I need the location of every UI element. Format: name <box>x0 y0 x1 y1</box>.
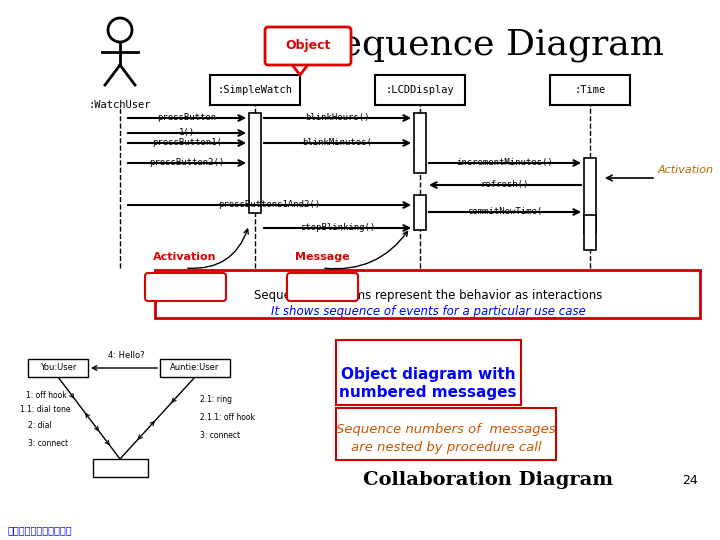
Bar <box>28 359 88 377</box>
Text: blinkMinutes(: blinkMinutes( <box>302 138 372 147</box>
Text: 1.1: dial tone: 1.1: dial tone <box>20 406 71 415</box>
Bar <box>249 113 261 213</box>
Text: Sequence numbers of  messages: Sequence numbers of messages <box>336 423 556 436</box>
Text: You:User: You:User <box>40 363 76 373</box>
Bar <box>375 75 465 105</box>
FancyBboxPatch shape <box>287 273 358 301</box>
Text: Collaboration Diagram: Collaboration Diagram <box>363 471 613 489</box>
Text: 1: off hook: 1: off hook <box>26 390 67 400</box>
Bar <box>92 459 148 477</box>
Bar <box>584 158 596 233</box>
Text: pressButton: pressButton <box>158 113 217 122</box>
Text: Message: Message <box>294 252 349 262</box>
Bar <box>155 270 700 318</box>
Text: stopBlinking(): stopBlinking() <box>300 223 375 232</box>
Text: blinkHours(): blinkHours() <box>305 113 370 122</box>
Text: pressButton1(: pressButton1( <box>152 138 222 147</box>
Text: 2: dial: 2: dial <box>28 421 52 429</box>
Text: Sequence Diagram: Sequence Diagram <box>316 28 664 62</box>
Text: Activation: Activation <box>153 252 217 262</box>
Text: 4: Hello?: 4: Hello? <box>108 351 145 360</box>
Text: 1(): 1() <box>179 128 195 137</box>
Text: refresh(): refresh() <box>481 180 529 189</box>
Text: 2.1: ring: 2.1: ring <box>200 395 232 404</box>
Bar <box>584 215 596 250</box>
Text: pressButton2(): pressButton2() <box>149 158 225 167</box>
Text: :SimpleWatch: :SimpleWatch <box>217 85 292 95</box>
FancyBboxPatch shape <box>336 408 556 460</box>
Bar <box>210 75 300 105</box>
Text: pressButtons1And2(): pressButtons1And2() <box>218 200 320 209</box>
Bar <box>160 359 230 377</box>
Text: :WatchUser: :WatchUser <box>89 100 151 110</box>
Text: :Time: :Time <box>575 85 606 95</box>
Text: 24: 24 <box>682 474 698 487</box>
Polygon shape <box>290 62 310 75</box>
Bar <box>550 75 630 105</box>
Text: 2.1.1: off hook: 2.1.1: off hook <box>200 414 255 422</box>
Text: Sequence diagrams represent the behavior as interactions: Sequence diagrams represent the behavior… <box>254 289 602 302</box>
Text: are nested by procedure call: are nested by procedure call <box>351 442 541 455</box>
FancyBboxPatch shape <box>265 27 351 65</box>
Text: numbered messages: numbered messages <box>339 386 517 401</box>
Bar <box>414 195 426 230</box>
Text: incrementMinutes(): incrementMinutes() <box>456 158 554 167</box>
Text: Object diagram with: Object diagram with <box>341 368 516 382</box>
Text: Auntie:User: Auntie:User <box>171 363 220 373</box>
FancyBboxPatch shape <box>145 273 226 301</box>
Bar <box>414 113 426 173</box>
FancyBboxPatch shape <box>336 340 521 405</box>
Text: commitNewTime(: commitNewTime( <box>467 207 543 216</box>
Text: 3: connect: 3: connect <box>28 440 68 449</box>
Text: Activation: Activation <box>658 165 714 175</box>
Text: It shows sequence of events for a particular use case: It shows sequence of events for a partic… <box>271 306 585 319</box>
Text: 3: connect: 3: connect <box>200 431 240 441</box>
Text: Object: Object <box>285 39 330 52</box>
Text: 交通大學資訊工程系教助: 交通大學資訊工程系教助 <box>8 525 73 535</box>
Text: :LCDDisplay: :LCDDisplay <box>386 85 454 95</box>
